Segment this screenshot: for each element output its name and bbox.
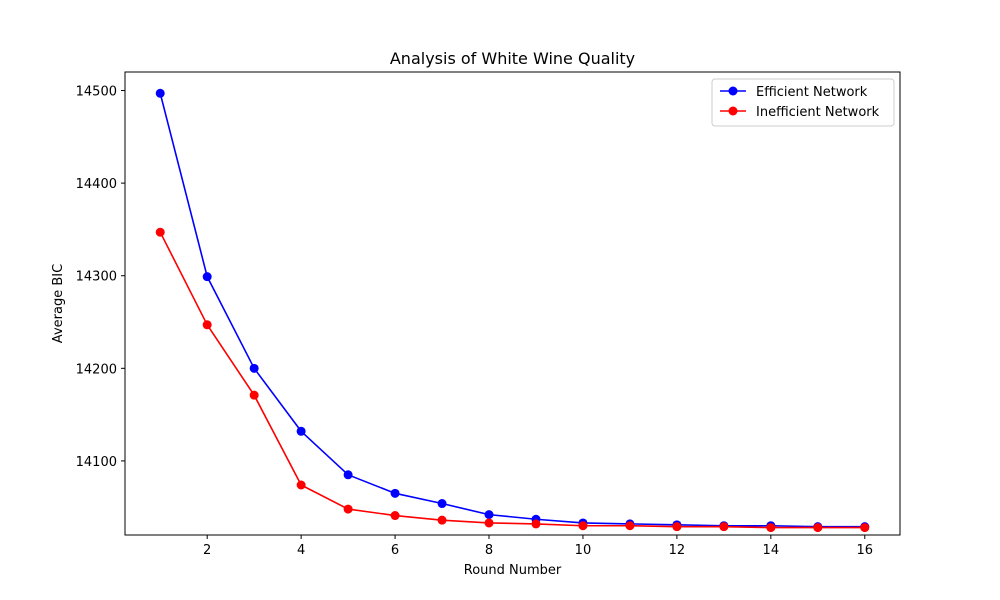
data-point (437, 515, 447, 525)
data-point (484, 518, 494, 528)
y-axis-label: Average BIC (51, 264, 66, 343)
data-point (766, 523, 776, 533)
x-tick-label: 2 (203, 543, 211, 558)
data-point (813, 523, 823, 533)
y-tick-label: 14500 (76, 85, 117, 100)
legend-label: Inefficient Network (756, 105, 880, 120)
data-point (155, 88, 165, 98)
data-point (390, 511, 400, 521)
data-point (202, 272, 212, 282)
x-axis-ticks: 2 4 6 8 10 12 14 16 (203, 535, 873, 558)
data-point (531, 519, 541, 529)
x-tick-label: 4 (297, 543, 305, 558)
data-point (578, 521, 588, 531)
data-point (296, 480, 306, 490)
series-line-0 (159, 93, 865, 528)
data-point (296, 426, 306, 436)
data-point (484, 510, 494, 520)
data-point (390, 488, 400, 498)
legend-marker (728, 106, 738, 116)
x-tick-label: 8 (485, 543, 493, 558)
data-point (625, 521, 635, 531)
legend-box (711, 78, 895, 127)
legend-marker (728, 86, 738, 96)
data-point (202, 320, 212, 330)
data-point (343, 470, 353, 480)
x-tick-label: 12 (669, 543, 686, 558)
data-point (155, 227, 165, 237)
data-point (860, 523, 870, 533)
y-tick-label: 14100 (76, 455, 117, 470)
y-axis-ticks: 14100 14200 14300 14400 14500 (76, 85, 125, 470)
data-point (249, 363, 259, 373)
chart-title: Analysis of White Wine Quality (390, 49, 635, 68)
legend: Efficient Network Inefficient Network (711, 78, 895, 127)
legend-label: Efficient Network (756, 85, 868, 100)
data-point (249, 390, 259, 400)
x-tick-label: 10 (575, 543, 592, 558)
series-markers (155, 88, 870, 533)
x-tick-label: 16 (856, 543, 873, 558)
y-tick-label: 14200 (76, 362, 117, 377)
y-tick-label: 14400 (76, 177, 117, 192)
series-lines (159, 93, 865, 529)
series-line-1 (159, 231, 865, 529)
data-point (437, 499, 447, 509)
x-tick-label: 6 (391, 543, 399, 558)
axes-frame (124, 71, 901, 536)
data-point (343, 504, 353, 514)
y-tick-label: 14300 (76, 270, 117, 285)
x-axis-label: Round Number (464, 563, 562, 578)
data-point (672, 522, 682, 532)
x-tick-label: 14 (763, 543, 780, 558)
data-point (719, 522, 729, 532)
